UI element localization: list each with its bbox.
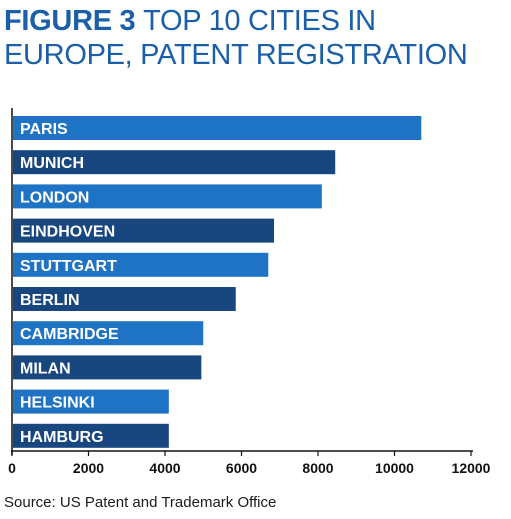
chart-title: FIGURE 3 TOP 10 CITIES IN EUROPE, PATENT… [4,4,509,72]
x-tick-label-10000: 10000 [375,460,414,476]
x-tick-label-12000: 12000 [452,460,491,476]
bar-berlin [13,287,236,311]
x-tick-label-6000: 6000 [226,460,257,476]
bar-label-london: LONDON [20,189,89,206]
bar-helsinki [13,389,169,414]
x-tick-label-4000: 4000 [149,460,180,476]
bar-label-hamburg: HAMBURG [20,429,104,446]
bar-milan [13,355,202,380]
bar-label-cambridge: CAMBRIDGE [20,326,119,343]
x-tick-label-2000: 2000 [73,460,104,476]
bar-hamburg [13,423,169,448]
bar-label-paris: PARIS [20,121,68,138]
bar-munich [13,150,336,175]
source-note: Source: US Patent and Trademark Office [4,494,277,511]
title-text: TOP 10 CITIES IN EUROPE, PATENT REGISTRA… [4,5,468,71]
bar-cambridge [13,321,204,346]
bar-eindhoven [13,218,275,243]
bar-label-stuttgart: STUTTGART [20,258,117,275]
bar-stuttgart [13,252,269,277]
x-tick-label-8000: 8000 [302,460,333,476]
bar-label-munich: MUNICH [20,155,84,172]
bar-label-helsinki: HELSINKI [20,395,95,412]
bar-london [13,184,322,209]
figure-number: 3 [119,5,136,37]
bar-label-milan: MILAN [20,360,71,377]
bar-label-eindhoven: EINDHOVEN [20,224,115,241]
bar-label-berlin: BERLIN [20,292,80,309]
bar-paris [13,116,422,140]
x-tick-label-0: 0 [8,460,16,476]
figure-label: FIGURE [4,5,112,37]
